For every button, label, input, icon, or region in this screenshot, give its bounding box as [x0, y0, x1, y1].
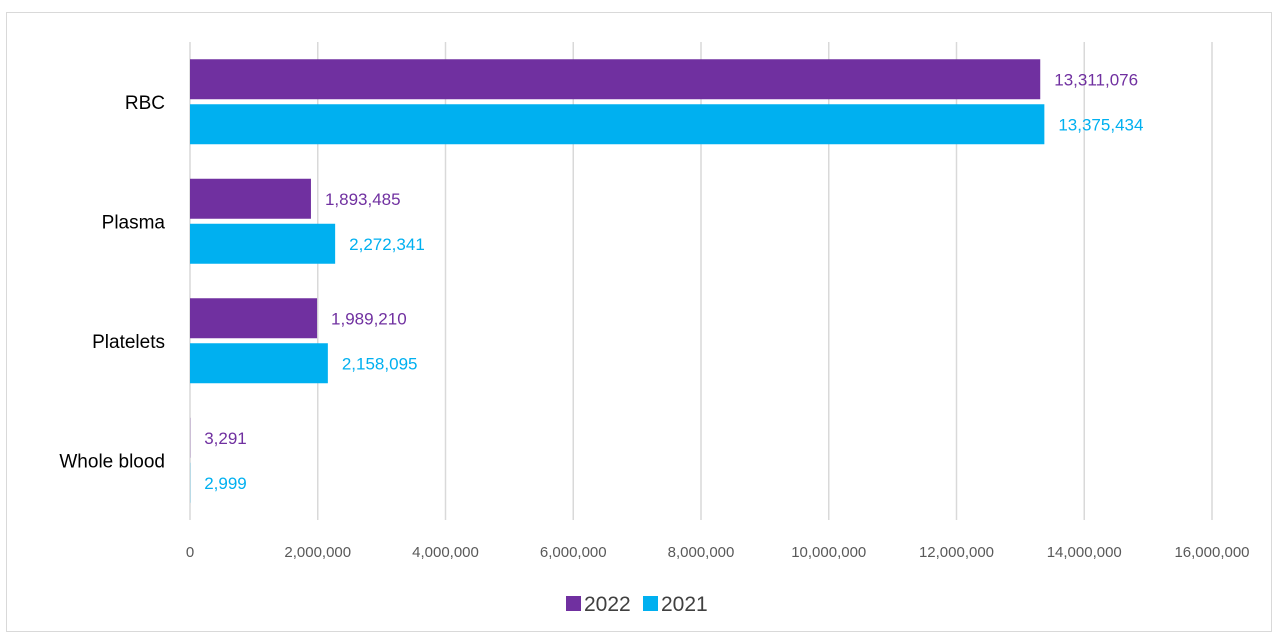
- x-tick-label: 4,000,000: [412, 544, 479, 561]
- category-label: Whole blood: [59, 451, 165, 472]
- legend-label: 2022: [584, 593, 631, 616]
- data-label: 13,375,434: [1058, 115, 1143, 134]
- x-axis-ticks: 0 2,000,000 4,000,000 6,000,000 8,000,000 10,…: [186, 544, 1250, 561]
- bar-2022-plasma: [190, 178, 311, 219]
- category-label: Plasma: [102, 212, 166, 233]
- x-tick-label: 0: [186, 544, 194, 561]
- legend-label: 2021: [661, 593, 708, 616]
- data-label: 13,311,076: [1054, 70, 1138, 89]
- chart-frame: [6, 12, 1272, 632]
- x-tick-label: 14,000,000: [1047, 544, 1122, 561]
- x-tick-label: 2,000,000: [284, 544, 351, 561]
- x-tick-label: 8,000,000: [668, 544, 735, 561]
- bars: [190, 59, 1045, 503]
- bar-2021-rbc: [190, 104, 1045, 145]
- x-tick-label: 10,000,000: [791, 544, 866, 561]
- bar-2021-plasma: [190, 223, 336, 264]
- data-label: 3,291: [204, 429, 247, 448]
- legend-swatch: [643, 596, 658, 611]
- bar-2022-platelets: [190, 298, 318, 339]
- data-label: 2,272,341: [349, 235, 425, 254]
- x-tick-label: 12,000,000: [919, 544, 994, 561]
- x-tick-label: 6,000,000: [540, 544, 607, 561]
- legend-swatch: [566, 596, 581, 611]
- category-label: RBC: [125, 93, 165, 114]
- data-label: 2,158,095: [342, 354, 418, 373]
- category-label: Platelets: [92, 332, 165, 353]
- bar-2021-platelets: [190, 343, 328, 384]
- bar-2022-rbc: [190, 59, 1041, 100]
- data-labels: 13,311,076 13,375,434 1,893,485 2,272,341 1,…: [204, 70, 1143, 493]
- data-label: 1,989,210: [331, 309, 407, 328]
- category-labels: RBC Plasma Platelets Whole blood: [59, 93, 165, 473]
- legend: 2022 2021: [566, 593, 708, 616]
- data-label: 2,999: [204, 474, 247, 493]
- data-label: 1,893,485: [325, 190, 401, 209]
- x-tick-label: 16,000,000: [1174, 544, 1249, 561]
